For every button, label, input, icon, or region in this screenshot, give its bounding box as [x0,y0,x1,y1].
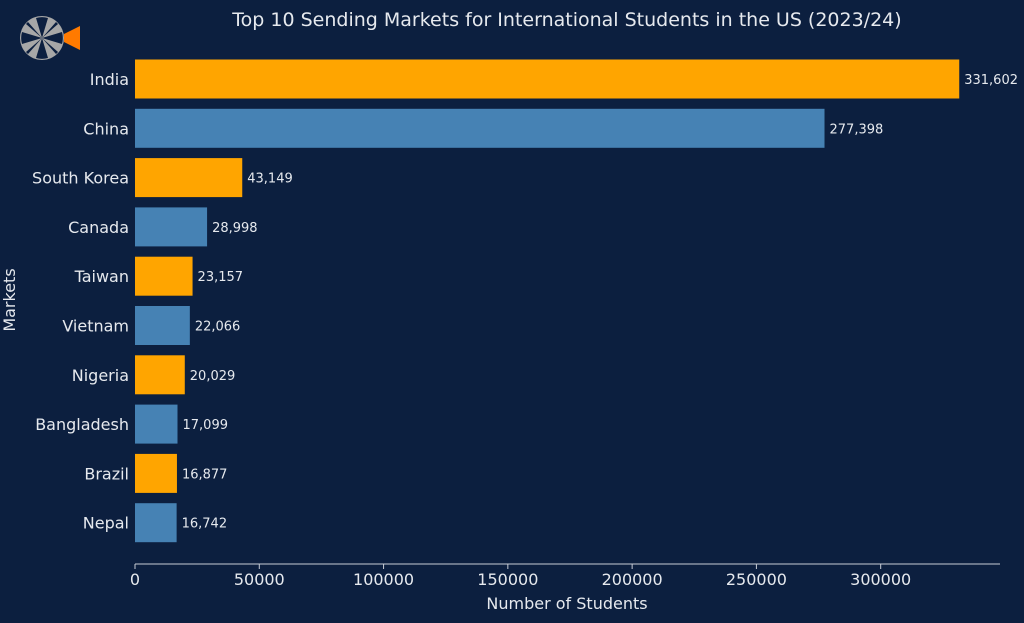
category-label-bangladesh: Bangladesh [35,415,129,434]
chart-title: Top 10 Sending Markets for International… [231,9,901,31]
x-tick-label: 100000 [353,570,414,589]
bar-vietnam [135,306,190,345]
bar-taiwan [135,256,193,296]
data-label-china: 277,398 [830,122,884,137]
category-label-brazil: Brazil [84,464,129,483]
bar-canada [135,207,208,247]
category-label-india: India [90,70,129,89]
y-axis-label: Markets [0,268,19,331]
x-tick-label: 50000 [234,570,285,589]
data-label-taiwan: 23,157 [198,270,244,285]
x-tick-label: 200000 [602,570,663,589]
category-label-nepal: Nepal [83,514,129,533]
x-ticks: 0 50000 100000 150000 200000 250000 300000 [130,564,911,589]
bar-south-korea [135,158,243,198]
data-labels: 331,602 277,398 43,149 28,998 23,157 22,066 20… [182,73,1018,532]
bar-bangladesh [135,404,178,444]
bar-brazil [135,453,177,493]
data-label-india: 331,602 [964,73,1018,88]
category-label-vietnam: Vietnam [62,317,129,336]
data-label-bangladesh: 17,099 [183,418,229,433]
category-label-south-korea: South Korea [32,169,129,188]
x-tick-label: 150000 [477,570,538,589]
data-label-brazil: 16,877 [182,467,228,482]
x-tick-label: 300000 [850,570,911,589]
bar-india [135,59,960,99]
data-label-south-korea: 43,149 [247,172,293,187]
category-label-canada: Canada [68,218,129,237]
x-axis-label: Number of Students [486,594,647,613]
data-label-nigeria: 20,029 [190,369,236,384]
bars-group [135,59,960,543]
bar-china [135,108,825,148]
x-tick-label: 250000 [726,570,787,589]
category-label-nigeria: Nigeria [72,366,129,385]
category-labels: India China South Korea Canada Taiwan Vietnam… [32,70,129,533]
data-label-canada: 28,998 [212,221,258,236]
compass-logo-icon [20,16,80,60]
data-label-vietnam: 22,066 [195,320,241,335]
x-tick-label: 0 [130,570,140,589]
category-label-china: China [83,119,129,138]
bar-nepal [135,503,177,543]
category-label-taiwan: Taiwan [74,267,129,286]
bar-nigeria [135,355,185,395]
data-label-nepal: 16,742 [182,517,228,532]
